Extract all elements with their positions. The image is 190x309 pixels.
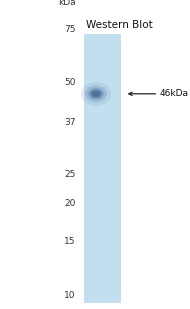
Ellipse shape [90, 90, 101, 98]
Ellipse shape [85, 86, 107, 102]
Ellipse shape [88, 88, 104, 99]
Text: 20: 20 [64, 199, 76, 208]
Ellipse shape [81, 82, 111, 106]
Text: kDa: kDa [58, 0, 76, 7]
Text: 25: 25 [64, 170, 76, 179]
Bar [84, 34, 121, 303]
Text: 75: 75 [64, 25, 76, 34]
Text: 10: 10 [64, 290, 76, 300]
Ellipse shape [92, 91, 100, 96]
Text: 46kDa: 46kDa [160, 89, 189, 98]
Text: 50: 50 [64, 78, 76, 87]
Text: 15: 15 [64, 237, 76, 246]
Text: 37: 37 [64, 118, 76, 127]
Text: Western Blot: Western Blot [86, 20, 153, 30]
